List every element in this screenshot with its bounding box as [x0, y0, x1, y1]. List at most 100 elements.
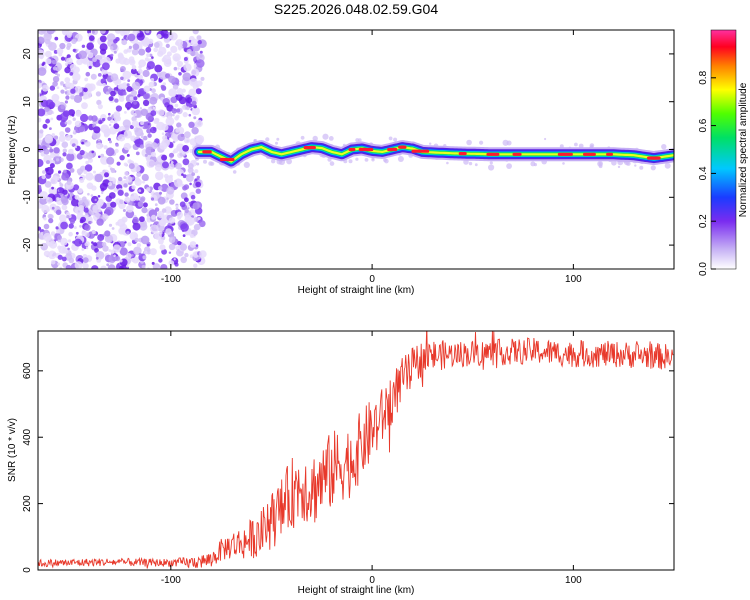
noise-speckle	[168, 152, 175, 158]
noise-speckle	[197, 217, 201, 220]
ridge-halo	[300, 135, 305, 140]
noise-speckle	[121, 85, 126, 90]
noise-speckle	[82, 263, 89, 269]
noise-speckle	[194, 178, 198, 182]
noise-speckle	[105, 206, 114, 216]
noise-speckle	[183, 184, 190, 190]
noise-speckle	[90, 194, 94, 197]
noise-speckle	[132, 216, 139, 224]
noise-speckle	[43, 217, 47, 221]
noise-speckle	[108, 165, 111, 168]
noise-speckle	[178, 72, 182, 76]
noise-speckle	[100, 30, 106, 34]
noise-speckle	[113, 123, 120, 130]
noise-speckle	[38, 36, 45, 44]
noise-speckle	[61, 256, 67, 262]
noise-speckle	[143, 85, 151, 93]
noise-speckle	[101, 191, 104, 195]
noise-speckle	[102, 82, 106, 87]
noise-speckle	[189, 241, 197, 248]
noise-speckle	[188, 201, 191, 205]
noise-speckle	[152, 263, 161, 269]
noise-speckle	[105, 91, 110, 95]
noise-speckle	[147, 38, 154, 44]
noise-speckle	[123, 176, 127, 180]
noise-speckle	[150, 151, 157, 157]
noise-speckle	[67, 120, 72, 125]
noise-speckle	[107, 137, 111, 142]
noise-speckle	[73, 94, 83, 104]
noise-speckle	[104, 234, 114, 243]
noise-speckle	[159, 244, 166, 251]
noise-speckle	[195, 244, 199, 247]
noise-speckle	[139, 107, 143, 110]
noise-speckle	[150, 197, 155, 201]
noise-speckle	[73, 129, 76, 133]
noise-speckle	[182, 145, 190, 152]
noise-speckle	[161, 208, 167, 213]
noise-speckle	[176, 122, 182, 128]
noise-speckle	[146, 187, 151, 192]
noise-speckle	[140, 108, 148, 117]
snr-frame	[37, 330, 675, 571]
noise-speckle	[46, 160, 50, 165]
noise-speckle	[38, 52, 45, 59]
noise-speckle	[195, 88, 202, 95]
noise-speckle	[65, 81, 71, 88]
noise-speckle	[153, 47, 159, 53]
noise-speckle	[101, 117, 106, 122]
ridge-halo	[393, 137, 398, 142]
noise-speckle	[198, 220, 206, 228]
noise-speckle	[188, 88, 197, 97]
noise-speckle	[186, 216, 195, 226]
noise-speckle	[56, 197, 60, 201]
noise-speckle	[106, 33, 116, 42]
noise-speckle	[65, 211, 71, 217]
noise-speckle	[92, 230, 96, 235]
noise-speckle	[182, 158, 190, 166]
noise-speckle	[191, 172, 196, 177]
noise-speckle	[91, 265, 99, 269]
noise-speckle	[64, 77, 71, 83]
noise-speckle	[142, 180, 145, 184]
noise-speckle	[166, 186, 175, 195]
noise-speckle	[119, 125, 126, 132]
noise-speckle	[119, 66, 126, 72]
noise-speckle	[178, 47, 182, 51]
noise-speckle	[110, 90, 116, 97]
noise-speckle	[62, 148, 67, 153]
noise-speckle	[129, 195, 137, 202]
noise-speckle	[86, 182, 94, 190]
noise-speckle	[71, 198, 79, 207]
noise-speckle	[131, 48, 139, 56]
noise-speckle	[83, 90, 92, 99]
colorbar-tick-label: 0.0	[698, 262, 709, 276]
noise-speckle	[162, 82, 166, 86]
ridge-halo	[661, 144, 667, 150]
ridge-halo	[611, 160, 617, 166]
noise-speckle	[100, 78, 107, 85]
noise-speckle	[51, 59, 57, 65]
noise-speckle	[161, 132, 165, 135]
noise-speckle	[187, 167, 194, 174]
noise-speckle	[107, 264, 116, 269]
noise-speckle	[168, 260, 175, 266]
noise-speckle	[99, 182, 108, 191]
noise-speckle	[81, 102, 88, 110]
y-tick-label: 0	[22, 146, 33, 152]
noise-speckle	[135, 151, 140, 156]
noise-speckle	[122, 91, 127, 96]
noise-speckle	[97, 138, 101, 142]
noise-speckle	[85, 212, 88, 216]
noise-speckle	[43, 223, 50, 230]
spectrogram-image	[38, 30, 674, 269]
noise-speckle	[83, 169, 88, 175]
noise-speckle	[115, 221, 120, 226]
noise-speckle	[191, 106, 200, 116]
noise-speckle	[62, 152, 67, 157]
noise-speckle	[133, 112, 137, 117]
y-tick-label: 600	[22, 362, 33, 379]
noise-speckle	[173, 258, 176, 261]
noise-speckle	[63, 169, 67, 174]
noise-speckle	[106, 156, 115, 165]
